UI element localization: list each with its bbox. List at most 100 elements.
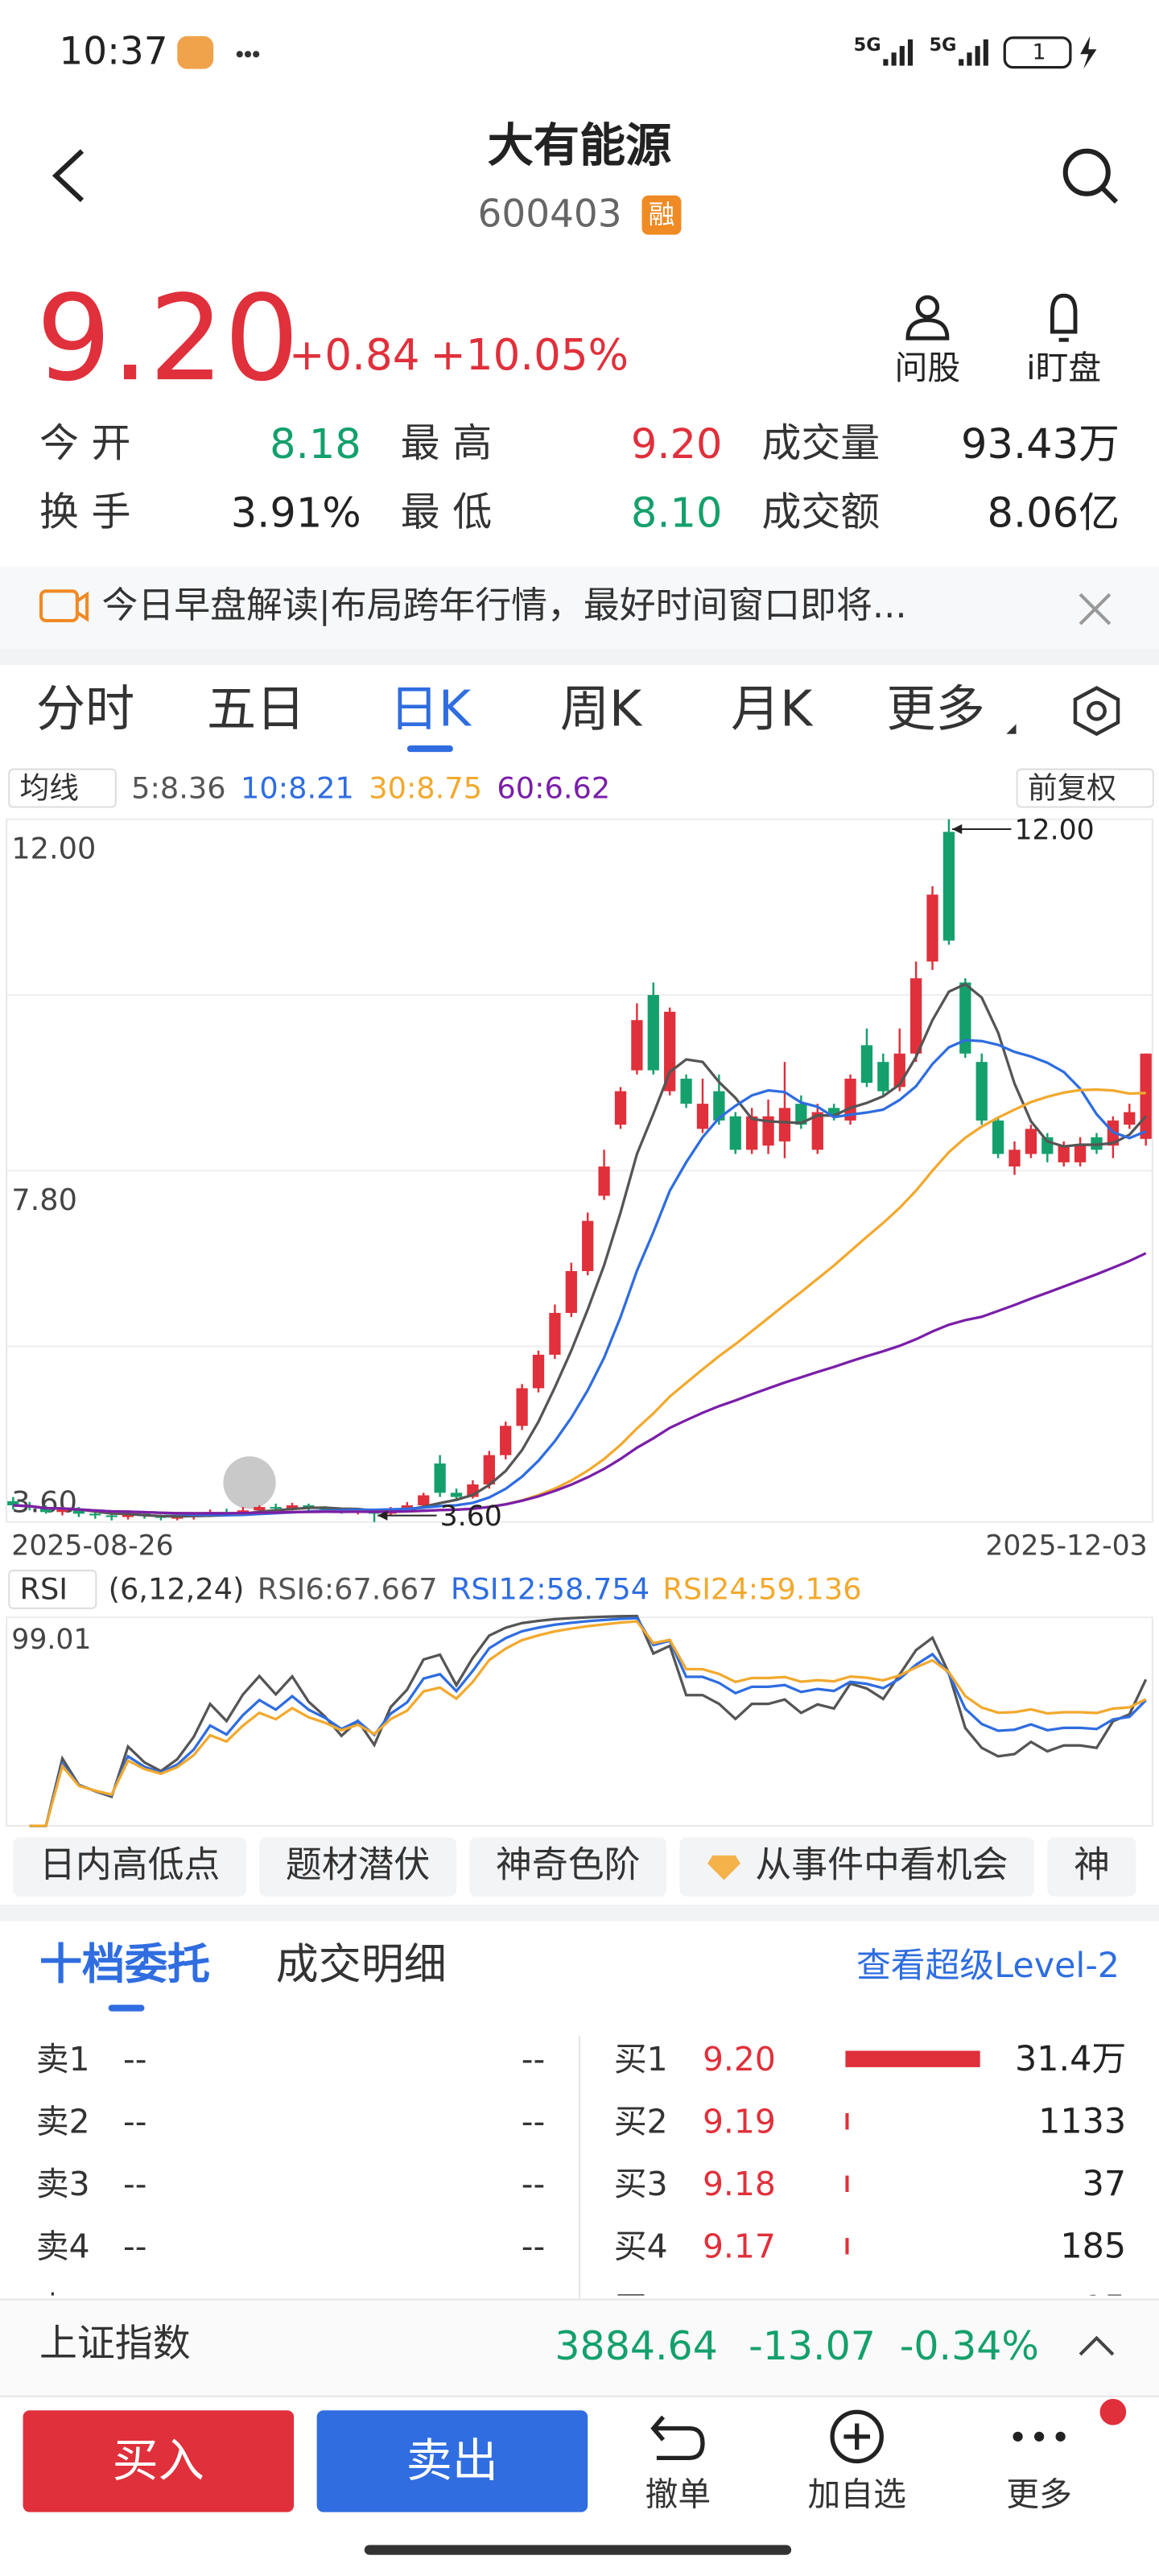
rsi-value: RSI24:59.136 xyxy=(662,1572,862,1608)
banner[interactable] xyxy=(0,566,1159,649)
candle-body xyxy=(746,1116,758,1150)
settings-icon[interactable] xyxy=(1073,686,1120,737)
bottom-action[interactable]: 撤单 xyxy=(645,2474,711,2514)
watch-label[interactable]: i盯盘 xyxy=(1026,348,1102,388)
search-icon-handle xyxy=(1099,185,1119,204)
candle-body xyxy=(450,1492,463,1497)
order-rows: 卖1 -- -- 卖2 -- -- 卖3 -- -- 卖4 -- -- 卖5 -- -- 买1 9.20 31.4… xyxy=(0,2028,1159,2295)
ask-label[interactable]: 问股 xyxy=(894,348,961,388)
sell-label: 卖4 xyxy=(35,2226,90,2266)
app-icon xyxy=(177,35,214,69)
chart-tab[interactable]: 周K xyxy=(559,681,642,739)
candle-body xyxy=(860,1045,873,1084)
ma-value: 5:8.36 xyxy=(131,771,226,807)
y-tick-label: 7.80 xyxy=(11,1183,77,1217)
tab-underline xyxy=(406,745,453,753)
candle-body xyxy=(171,1517,184,1519)
candle-body xyxy=(713,1091,725,1121)
book-tab[interactable]: 十档委托 xyxy=(39,1940,211,1991)
candle-body xyxy=(729,1116,741,1150)
candle-body xyxy=(975,1062,988,1121)
ma-line xyxy=(13,1252,1147,1515)
feature-chip[interactable]: 日内高低点 xyxy=(13,1837,246,1897)
search-icon[interactable] xyxy=(1062,148,1111,196)
last-price: 9.20 xyxy=(35,269,299,407)
float-button[interactable] xyxy=(223,1456,276,1509)
candle-body xyxy=(942,832,955,941)
chart-tab[interactable]: 更多 xyxy=(886,681,985,739)
book-tab-underline xyxy=(108,2004,145,2012)
sell-button[interactable]: 卖出 xyxy=(316,2410,588,2512)
sell-price: -- xyxy=(122,2164,147,2204)
x-start-label: 2025-08-26 xyxy=(11,1530,173,1563)
rsi-toggle[interactable]: RSI xyxy=(8,1569,97,1609)
index-name: 上证指数 xyxy=(39,2323,191,2367)
buy-label: 买1 xyxy=(613,2039,668,2079)
rsi-params: (6,12,24) xyxy=(108,1572,245,1608)
index-change: -13.07 xyxy=(749,2323,876,2370)
separator xyxy=(0,1905,1159,1922)
add-icon[interactable] xyxy=(830,2409,884,2464)
candle-body xyxy=(434,1463,446,1493)
index-bar[interactable] xyxy=(0,2298,1159,2397)
ask-icon[interactable] xyxy=(915,295,940,320)
stat-value: 8.06亿 xyxy=(987,489,1120,537)
candle-body xyxy=(122,1513,134,1517)
candle-body xyxy=(1008,1150,1021,1167)
candle-body xyxy=(89,1513,101,1516)
index-change-pct: -0.34% xyxy=(899,2323,1039,2370)
candle-body xyxy=(56,1509,68,1513)
chip-text: 日内高低点 xyxy=(39,1845,221,1887)
stat-value: 3.91% xyxy=(230,489,361,537)
chart-tab[interactable]: 五日 xyxy=(206,681,306,739)
sell-volume: -- xyxy=(521,2164,546,2204)
feature-chip[interactable]: 从事件中看机会 xyxy=(679,1837,1035,1897)
signal-bar xyxy=(959,59,964,66)
badge-dot xyxy=(1099,2398,1127,2425)
candle-body xyxy=(1124,1112,1136,1125)
separator xyxy=(0,648,1159,666)
sell-price: -- xyxy=(122,2101,147,2141)
book-tab[interactable]: 成交明细 xyxy=(275,1940,447,1991)
chip-text: 神 xyxy=(1074,1845,1110,1887)
ma-toggle[interactable]: 均线 xyxy=(8,768,117,808)
feature-chip[interactable]: 题材潜伏 xyxy=(259,1837,457,1897)
close-icon[interactable] xyxy=(1079,592,1112,625)
chart-tab[interactable]: 分时 xyxy=(35,681,135,739)
adjust-toggle[interactable]: 前复权 xyxy=(1016,768,1154,808)
feature-chip[interactable]: 神奇色阶 xyxy=(469,1837,667,1897)
buy-button[interactable]: 买入 xyxy=(23,2410,295,2512)
chip-text: 题材潜伏 xyxy=(285,1845,431,1887)
more-icon[interactable] xyxy=(1013,2431,1023,2442)
sell-volume: -- xyxy=(522,2292,545,2295)
bottom-action[interactable]: 加自选 xyxy=(807,2474,906,2514)
chart-tab[interactable]: 月K xyxy=(730,681,813,739)
cancel-icon[interactable] xyxy=(650,2415,705,2461)
banner-text[interactable]: 今日早盘解读|布局跨年行情，最好时间窗口即将... xyxy=(101,586,907,628)
ma-value: 60:6.62 xyxy=(497,771,611,807)
bell-icon[interactable] xyxy=(1050,293,1078,334)
candle-body xyxy=(680,1078,692,1104)
buy-volume: 15 xyxy=(1083,2291,1127,2295)
back-icon[interactable] xyxy=(52,149,85,203)
sell-label: 卖2 xyxy=(35,2101,90,2141)
candle-body xyxy=(582,1220,594,1271)
level2-link[interactable]: 查看超级Level-2 xyxy=(856,1945,1120,1985)
bottom-action[interactable]: 更多 xyxy=(1006,2474,1072,2514)
candle-body xyxy=(992,1120,1004,1154)
rsi-line xyxy=(29,1614,1148,1827)
candle-body xyxy=(1025,1129,1037,1154)
candle-body xyxy=(286,1505,299,1509)
chart-tab[interactable]: 日K xyxy=(389,681,472,739)
ask-icon xyxy=(905,318,950,341)
rsi-line xyxy=(29,1620,1147,1827)
feature-chips: 日内高低点 题材潜伏 神奇色阶 从事件中看机会 神 xyxy=(13,1837,1136,1897)
rsi-value: RSI12:58.754 xyxy=(450,1572,650,1608)
candle-body xyxy=(1140,1053,1152,1139)
expand-icon[interactable] xyxy=(1079,2335,1115,2356)
rsi-line xyxy=(29,1616,1147,1827)
feature-chip[interactable]: 神 xyxy=(1047,1837,1136,1897)
candle-body xyxy=(532,1354,545,1389)
